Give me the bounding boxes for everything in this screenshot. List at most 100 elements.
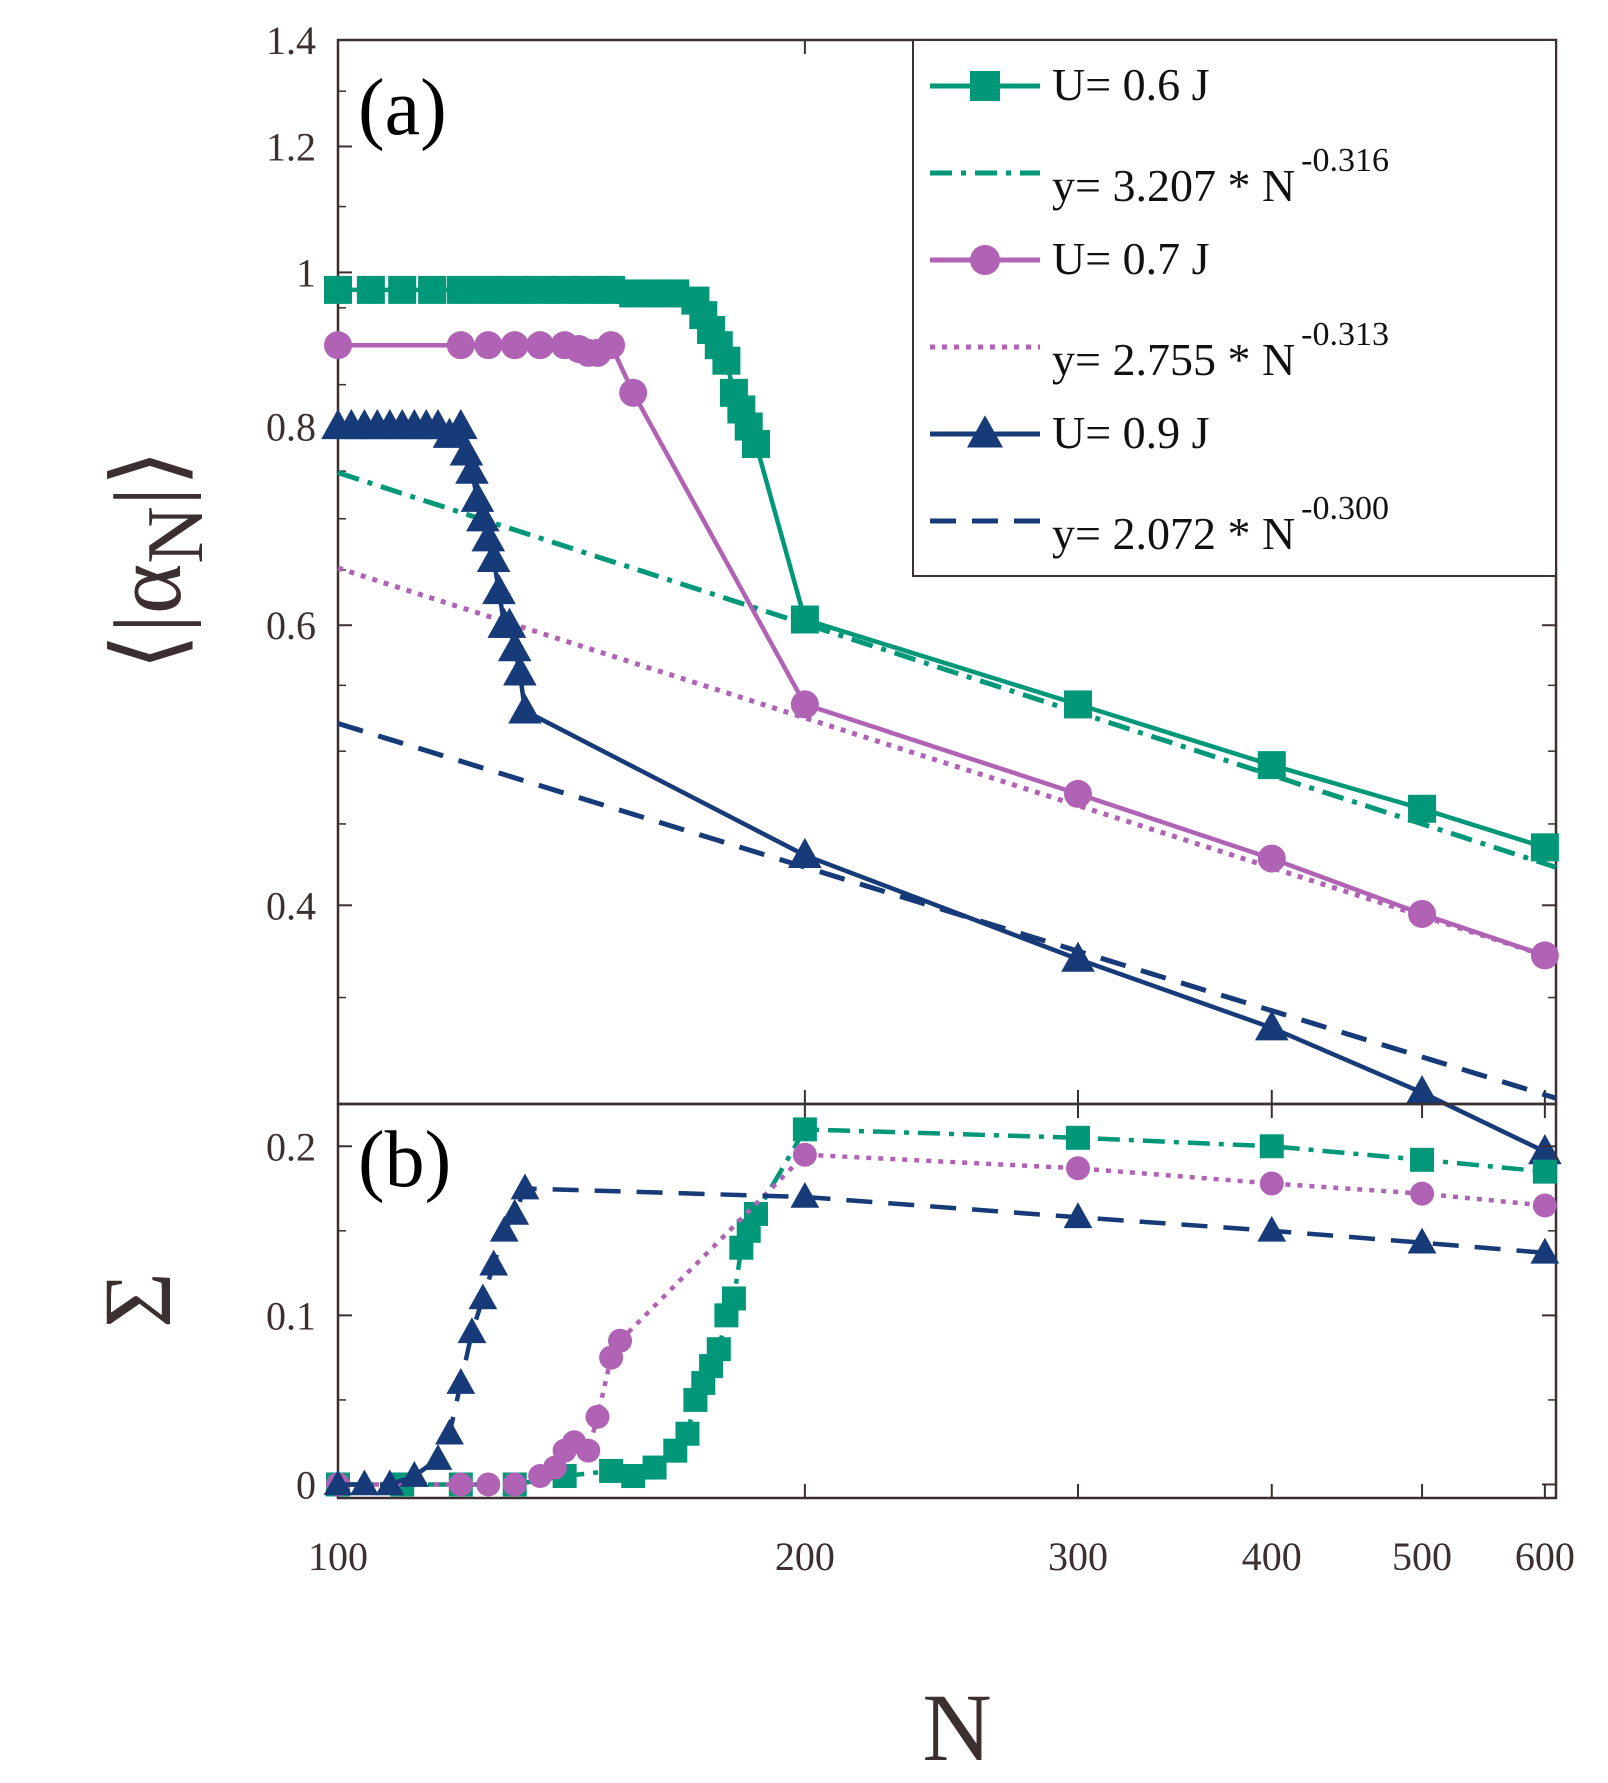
triangle-marker xyxy=(471,521,506,552)
panel-b-frame xyxy=(336,1102,1558,1500)
triangle-marker xyxy=(1254,1010,1289,1041)
square-marker xyxy=(550,275,579,304)
square-marker xyxy=(1530,833,1559,862)
y-tick-label: 1 xyxy=(296,250,316,295)
square-marker xyxy=(474,275,503,304)
square-marker xyxy=(675,1421,700,1446)
triangle-marker xyxy=(466,501,500,532)
square-marker xyxy=(500,275,529,304)
y-tick-label: 1.2 xyxy=(266,124,316,169)
circle-marker xyxy=(585,1404,610,1429)
series-line xyxy=(338,1127,1546,1487)
x-tick-label: 500 xyxy=(1392,1534,1452,1579)
circle-marker xyxy=(324,331,352,360)
triangle-marker xyxy=(1063,1202,1093,1229)
triangle-marker xyxy=(497,631,532,662)
panel-a: 0.4 0.6 0.8 1 1.2 1.4 (a) ⟨|αN|⟩ U= 0.6 J y= 3… xyxy=(94,18,1562,1165)
square-marker xyxy=(741,430,770,459)
legend-label: y= 3.207 * N -0.316 xyxy=(1052,142,1389,211)
series-line xyxy=(338,1152,1546,1487)
circle-marker xyxy=(1063,779,1092,808)
triangle-marker xyxy=(446,1368,476,1394)
x-tick-label: 300 xyxy=(1048,1534,1108,1579)
x-tick-label: 600 xyxy=(1515,1534,1575,1579)
panel-b: 0 0.1 0.2 100 200 300 400 500 600 (b) Σ N xyxy=(84,1102,1575,1781)
triangle-marker xyxy=(489,1215,519,1242)
x-axis-label: N xyxy=(922,1674,991,1781)
circle-marker xyxy=(619,378,648,407)
square-marker xyxy=(446,275,475,304)
circle-marker xyxy=(608,1328,633,1353)
x-tick-label: 100 xyxy=(308,1534,368,1579)
triangle-marker xyxy=(457,1317,487,1344)
legend-entries: U= 0.6 J y= 3.207 * N -0.316 U= 0.7 J y= 2.7… xyxy=(930,59,1389,559)
ylabel-subscript: N xyxy=(132,506,220,564)
legend-box xyxy=(912,39,1557,577)
triangle-marker xyxy=(460,481,495,512)
circle-marker xyxy=(446,331,475,360)
square-marker xyxy=(721,1286,746,1311)
panel-a-series xyxy=(321,275,1562,1165)
y-tick-label: 0.4 xyxy=(266,883,316,928)
circle-marker xyxy=(1530,941,1559,970)
circle-marker xyxy=(576,1438,601,1463)
angle-bracket-right: |⟩ xyxy=(94,449,201,506)
circle-marker xyxy=(476,1472,501,1497)
triangle-marker xyxy=(1257,1215,1287,1242)
square-marker xyxy=(1408,794,1437,823)
square-marker xyxy=(418,275,447,304)
triangle-marker xyxy=(423,1444,453,1470)
legend-label: y= 2.755 * N -0.313 xyxy=(1052,316,1389,385)
panel-b-series xyxy=(323,1117,1560,1497)
panel-a-ylabel: ⟨|αN|⟩ xyxy=(94,449,220,670)
circle-marker xyxy=(502,1472,527,1497)
panel-b-label: (b) xyxy=(358,1116,451,1204)
y-tick-label: 1.4 xyxy=(266,18,316,63)
triangle-marker xyxy=(444,409,478,440)
circle-marker xyxy=(597,331,626,360)
square-marker xyxy=(1257,751,1286,780)
square-marker xyxy=(642,1455,667,1480)
square-marker xyxy=(792,1117,817,1142)
legend: U= 0.6 J y= 3.207 * N -0.316 U= 0.7 J y= 2.7… xyxy=(912,39,1557,577)
legend-label: U= 0.6 J xyxy=(1052,59,1210,110)
square-marker xyxy=(324,275,352,304)
triangle-marker xyxy=(455,453,489,484)
square-marker xyxy=(1410,1147,1435,1172)
square-marker xyxy=(1065,1125,1090,1150)
circle-marker xyxy=(1532,1193,1557,1218)
square-marker xyxy=(970,71,1000,101)
triangle-marker xyxy=(492,607,527,638)
circle-marker xyxy=(500,331,529,360)
triangle-marker xyxy=(1405,1075,1439,1106)
square-marker xyxy=(706,1337,731,1362)
panel-b-ticks: 0 0.1 0.2 100 200 300 400 500 600 xyxy=(266,1104,1575,1579)
angle-bracket-left: ⟨ xyxy=(94,633,201,670)
circle-marker xyxy=(970,245,1000,275)
y-tick-label: 0.6 xyxy=(266,603,316,648)
triangle-marker xyxy=(399,1461,429,1487)
legend-label: U= 0.9 J xyxy=(1052,407,1210,458)
triangle-marker xyxy=(1407,1227,1437,1254)
square-marker xyxy=(599,1458,624,1483)
y-tick-label: 0.8 xyxy=(266,405,316,450)
panel-a-label: (a) xyxy=(358,64,447,152)
x-tick-label: 200 xyxy=(775,1534,835,1579)
fit-line xyxy=(337,565,1557,962)
square-marker xyxy=(1259,1134,1284,1159)
circle-marker xyxy=(1410,1181,1435,1206)
legend-exponent: -0.316 xyxy=(1301,142,1389,179)
triangle-marker xyxy=(375,1469,405,1496)
triangle-marker xyxy=(790,1182,820,1208)
triangle-marker xyxy=(510,1173,540,1200)
square-marker xyxy=(388,275,417,304)
square-marker xyxy=(621,1464,646,1489)
triangle-marker xyxy=(500,1198,530,1225)
circle-marker xyxy=(1065,1156,1090,1181)
ylabel-alpha: |α xyxy=(94,564,201,634)
triangle-marker xyxy=(435,1418,464,1445)
circle-marker xyxy=(1408,899,1437,928)
series-line xyxy=(338,1186,1546,1487)
triangle-marker xyxy=(1528,1134,1562,1165)
